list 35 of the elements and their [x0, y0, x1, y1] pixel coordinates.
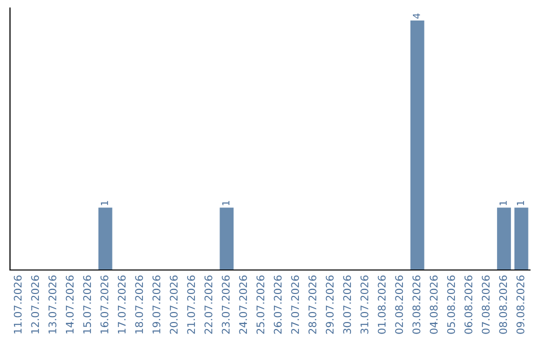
- x-tick-label: 30.07.2026: [343, 276, 352, 334]
- x-tick-label: 20.07.2026: [170, 276, 178, 334]
- x-tick-label: 19.07.2026: [152, 276, 160, 334]
- x-tick-label: 11.07.2026: [14, 276, 22, 334]
- x-tick-label: 27.07.2026: [291, 276, 300, 334]
- x-tick-label: 18.07.2026: [135, 276, 144, 334]
- x-tick-label: 07.08.2026: [482, 276, 490, 334]
- x-tick-label: 15.07.2026: [83, 276, 92, 334]
- x-tick-label: 12.07.2026: [31, 276, 40, 334]
- x-tick-label: 23.07.2026: [222, 276, 230, 334]
- data-label: 1: [100, 200, 108, 206]
- x-tick-label: 24.07.2026: [239, 276, 248, 334]
- x-tick-label: 14.07.2026: [66, 276, 74, 334]
- x-tick-label: 21.07.2026: [187, 276, 196, 334]
- x-tick-label: 25.07.2026: [256, 276, 264, 334]
- data-label: 1: [516, 200, 524, 206]
- x-tick-label: 06.08.2026: [464, 276, 472, 334]
- x-tick-label: 08.08.2026: [499, 276, 508, 334]
- x-tick-label: 26.07.2026: [274, 276, 282, 334]
- x-tick-label: 05.08.2026: [447, 276, 456, 334]
- x-tick-label: 31.07.2026: [360, 276, 368, 334]
- data-label: 1: [500, 200, 507, 206]
- x-tick-label: 13.07.2026: [48, 276, 56, 334]
- x-tick-label: 17.07.2026: [118, 276, 126, 334]
- x-tick-label: 22.07.2026: [204, 276, 212, 334]
- x-tick-label: 02.08.2026: [395, 276, 404, 334]
- data-label: 1: [222, 200, 230, 206]
- data-label: 4: [412, 13, 420, 19]
- x-tick-label: 29.07.2026: [326, 276, 334, 334]
- x-tick-label: 04.08.2026: [430, 276, 438, 334]
- x-tick-label: 03.08.2026: [412, 276, 420, 334]
- x-tick-label: 01.08.2026: [378, 276, 386, 334]
- x-tick-label: 09.08.2026: [516, 276, 524, 334]
- x-tick-label: 28.07.2026: [308, 276, 316, 334]
- x-tick-label: 16.07.2026: [100, 276, 108, 334]
